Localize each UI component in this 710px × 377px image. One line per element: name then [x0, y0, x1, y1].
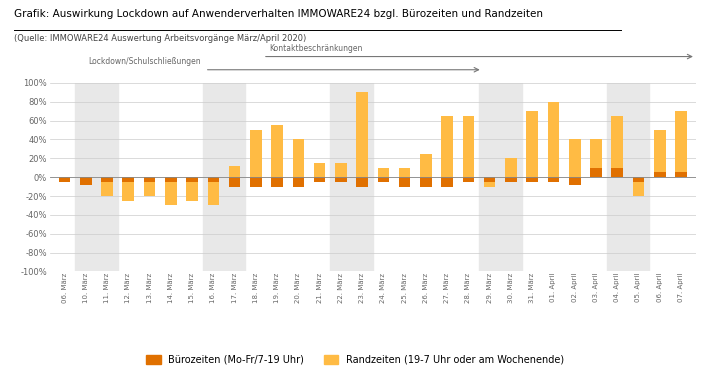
- Bar: [420, 177, 432, 187]
- Bar: [293, 139, 304, 177]
- Bar: [271, 125, 283, 177]
- Bar: [80, 177, 92, 185]
- Bar: [378, 168, 389, 177]
- Bar: [229, 177, 241, 187]
- Bar: [224, 83, 245, 271]
- Bar: [207, 177, 219, 205]
- Bar: [399, 168, 410, 177]
- Text: Grafik: Auswirkung Lockdown auf Anwenderverhalten IMMOWARE24 bzgl. Bürozeiten un: Grafik: Auswirkung Lockdown auf Anwender…: [14, 9, 543, 20]
- Bar: [75, 83, 97, 271]
- Bar: [143, 177, 155, 182]
- Bar: [250, 130, 262, 177]
- Bar: [628, 83, 649, 271]
- Bar: [675, 173, 687, 177]
- Bar: [314, 163, 325, 177]
- Bar: [611, 168, 623, 177]
- Bar: [569, 177, 581, 185]
- Bar: [165, 177, 177, 182]
- Bar: [484, 177, 496, 182]
- Bar: [378, 177, 389, 182]
- Bar: [335, 163, 346, 177]
- Bar: [526, 177, 538, 182]
- Bar: [505, 158, 517, 177]
- Text: Kontaktbeschränkungen: Kontaktbeschränkungen: [269, 44, 363, 53]
- Bar: [399, 177, 410, 187]
- Bar: [675, 111, 687, 177]
- Bar: [351, 83, 373, 271]
- Bar: [590, 168, 602, 177]
- Bar: [462, 177, 474, 182]
- Bar: [654, 173, 665, 177]
- Bar: [505, 177, 517, 182]
- Bar: [442, 177, 453, 187]
- Bar: [165, 177, 177, 205]
- Bar: [420, 154, 432, 177]
- Bar: [229, 166, 241, 177]
- Bar: [314, 177, 325, 182]
- Bar: [654, 130, 665, 177]
- Bar: [501, 83, 522, 271]
- Bar: [123, 177, 134, 201]
- Bar: [293, 177, 304, 187]
- Bar: [590, 139, 602, 177]
- Bar: [102, 177, 113, 196]
- Bar: [123, 177, 134, 182]
- Bar: [479, 83, 501, 271]
- Bar: [207, 177, 219, 182]
- Text: (Quelle: IMMOWARE24 Auswertung Arbeitsvorgänge März/April 2020): (Quelle: IMMOWARE24 Auswertung Arbeitsvo…: [14, 34, 307, 43]
- Bar: [484, 177, 496, 187]
- Bar: [547, 102, 559, 177]
- Bar: [606, 83, 628, 271]
- Bar: [59, 177, 70, 180]
- Bar: [330, 83, 351, 271]
- Bar: [356, 177, 368, 187]
- Text: Lockdown/Schulschließungen: Lockdown/Schulschließungen: [89, 57, 201, 66]
- Bar: [442, 116, 453, 177]
- Bar: [186, 177, 198, 201]
- Legend: Bürozeiten (Mo-Fr/7-19 Uhr), Randzeiten (19-7 Uhr oder am Wochenende): Bürozeiten (Mo-Fr/7-19 Uhr), Randzeiten …: [142, 351, 568, 368]
- Bar: [102, 177, 113, 182]
- Bar: [271, 177, 283, 187]
- Bar: [97, 83, 118, 271]
- Bar: [633, 177, 644, 182]
- Bar: [59, 177, 70, 182]
- Bar: [80, 177, 92, 180]
- Bar: [526, 111, 538, 177]
- Bar: [250, 177, 262, 187]
- Bar: [611, 116, 623, 177]
- Bar: [356, 92, 368, 177]
- Bar: [203, 83, 224, 271]
- Bar: [335, 177, 346, 182]
- Bar: [569, 139, 581, 177]
- Bar: [547, 177, 559, 182]
- Bar: [633, 177, 644, 196]
- Bar: [462, 116, 474, 177]
- Bar: [186, 177, 198, 182]
- Bar: [143, 177, 155, 196]
